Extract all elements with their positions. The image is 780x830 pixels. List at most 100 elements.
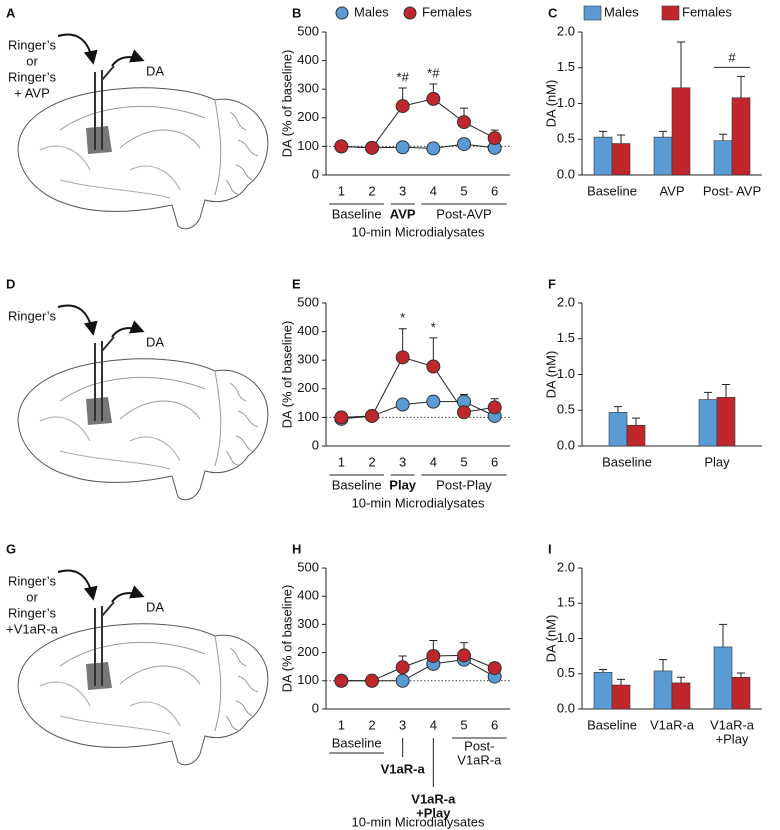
y-tick-label: 0.5 bbox=[557, 402, 575, 417]
group-label: +Play bbox=[416, 805, 451, 820]
y-tick-label: 0 bbox=[312, 700, 319, 715]
y-axis-label: DA (% of baseline) bbox=[279, 50, 294, 158]
y-tick-label: 0.0 bbox=[557, 700, 575, 715]
legend-label: Females bbox=[682, 4, 732, 19]
panel-label: B bbox=[292, 5, 301, 20]
y-tick-label: 100 bbox=[297, 138, 319, 153]
y-tick-label: 0.5 bbox=[557, 131, 575, 146]
data-point bbox=[457, 648, 471, 663]
error-bar bbox=[737, 75, 745, 98]
x-tick-label: 6 bbox=[491, 183, 498, 198]
data-point bbox=[426, 141, 441, 156]
y-tick-label: 0.0 bbox=[557, 166, 575, 181]
y-axis-label: DA (% of baseline) bbox=[279, 321, 294, 429]
group-label: Baseline bbox=[332, 206, 382, 221]
error-bar bbox=[659, 130, 667, 138]
y-tick-label: 1.0 bbox=[557, 630, 575, 645]
panel-label: D bbox=[6, 276, 15, 291]
data-point bbox=[426, 648, 441, 663]
y-tick-label: 1.0 bbox=[557, 366, 575, 381]
y-tick-label: 400 bbox=[297, 52, 319, 67]
y-tick-label: 1.0 bbox=[557, 95, 575, 110]
x-tick-label: 6 bbox=[491, 717, 498, 732]
group-label: V1aR-a bbox=[411, 791, 456, 806]
panel-label: F bbox=[548, 276, 556, 291]
bar bbox=[713, 140, 733, 176]
panel-label: H bbox=[292, 541, 301, 556]
data-point bbox=[365, 673, 379, 688]
y-tick-label: 1.5 bbox=[557, 330, 575, 345]
x-tick-label: V1aR-a bbox=[710, 717, 755, 732]
y-axis-label: DA (nM) bbox=[543, 80, 558, 128]
series-line bbox=[341, 356, 495, 418]
data-point bbox=[426, 359, 441, 374]
x-tick-label: 1 bbox=[338, 717, 345, 732]
x-tick-label: Baseline bbox=[587, 717, 637, 732]
data-point bbox=[395, 673, 410, 688]
infusion-label: Ringer’s bbox=[8, 37, 56, 52]
brain-illustration bbox=[18, 34, 268, 228]
error-bar bbox=[617, 678, 625, 686]
data-point bbox=[395, 99, 410, 114]
legend-marker bbox=[335, 6, 349, 20]
significance-label: # bbox=[728, 50, 736, 65]
x-axis-label: 10-min Microdialysates bbox=[352, 495, 485, 510]
x-tick-label: Post- AVP bbox=[703, 183, 761, 198]
bar bbox=[593, 136, 613, 176]
y-tick-label: 300 bbox=[297, 616, 319, 631]
data-point bbox=[334, 410, 349, 425]
data-point bbox=[426, 394, 441, 409]
group-label: Baseline bbox=[332, 477, 382, 492]
error-bar bbox=[599, 669, 607, 673]
data-point bbox=[365, 408, 379, 423]
bar bbox=[671, 87, 691, 176]
x-tick-label: 4 bbox=[430, 183, 437, 198]
x-tick-label: Baseline bbox=[587, 183, 637, 198]
significance-label: *# bbox=[397, 69, 410, 84]
x-tick-label: Play bbox=[704, 454, 730, 469]
x-tick-label: 5 bbox=[460, 183, 467, 198]
y-axis-label: DA (% of baseline) bbox=[279, 585, 294, 693]
x-tick-label: 5 bbox=[460, 717, 467, 732]
y-tick-label: 500 bbox=[297, 23, 319, 38]
data-point bbox=[457, 115, 471, 130]
bar bbox=[653, 136, 673, 176]
series-line bbox=[341, 659, 495, 682]
bar bbox=[731, 676, 751, 710]
y-tick-label: 0.5 bbox=[557, 665, 575, 680]
error-bar bbox=[722, 384, 730, 398]
group-label: V1aR-a bbox=[381, 761, 426, 776]
y-axis-label: DA (nM) bbox=[543, 351, 558, 399]
error-bar bbox=[677, 41, 685, 88]
error-bar bbox=[737, 672, 745, 678]
significance-label: * bbox=[400, 310, 405, 325]
bar bbox=[611, 684, 631, 710]
data-point bbox=[395, 397, 410, 412]
x-tick-label: 3 bbox=[399, 717, 406, 732]
legend-marker bbox=[661, 5, 680, 21]
legend-label: Males bbox=[354, 4, 389, 19]
x-tick-label: 4 bbox=[430, 454, 437, 469]
data-point bbox=[487, 661, 502, 676]
x-tick-label: AVP bbox=[659, 183, 684, 198]
data-point bbox=[395, 350, 410, 365]
data-point bbox=[487, 131, 502, 146]
series-line bbox=[341, 98, 495, 149]
series-line bbox=[341, 654, 495, 682]
y-tick-label: 400 bbox=[297, 323, 319, 338]
infusion-label: or bbox=[26, 589, 38, 604]
x-tick-label: 3 bbox=[399, 454, 406, 469]
significance-label: * bbox=[431, 319, 436, 334]
y-tick-label: 1.5 bbox=[557, 595, 575, 610]
x-axis-label: 10-min Microdialysates bbox=[352, 224, 485, 239]
y-tick-label: 300 bbox=[297, 352, 319, 367]
group-label: AVP bbox=[390, 206, 416, 221]
data-point bbox=[334, 673, 349, 688]
error-bar bbox=[617, 134, 625, 144]
x-tick-label: 5 bbox=[460, 454, 467, 469]
bar bbox=[653, 670, 673, 710]
data-point bbox=[487, 400, 502, 415]
infusion-label: + AVP bbox=[14, 85, 50, 100]
infusion-label: Ringer’s bbox=[8, 605, 56, 620]
